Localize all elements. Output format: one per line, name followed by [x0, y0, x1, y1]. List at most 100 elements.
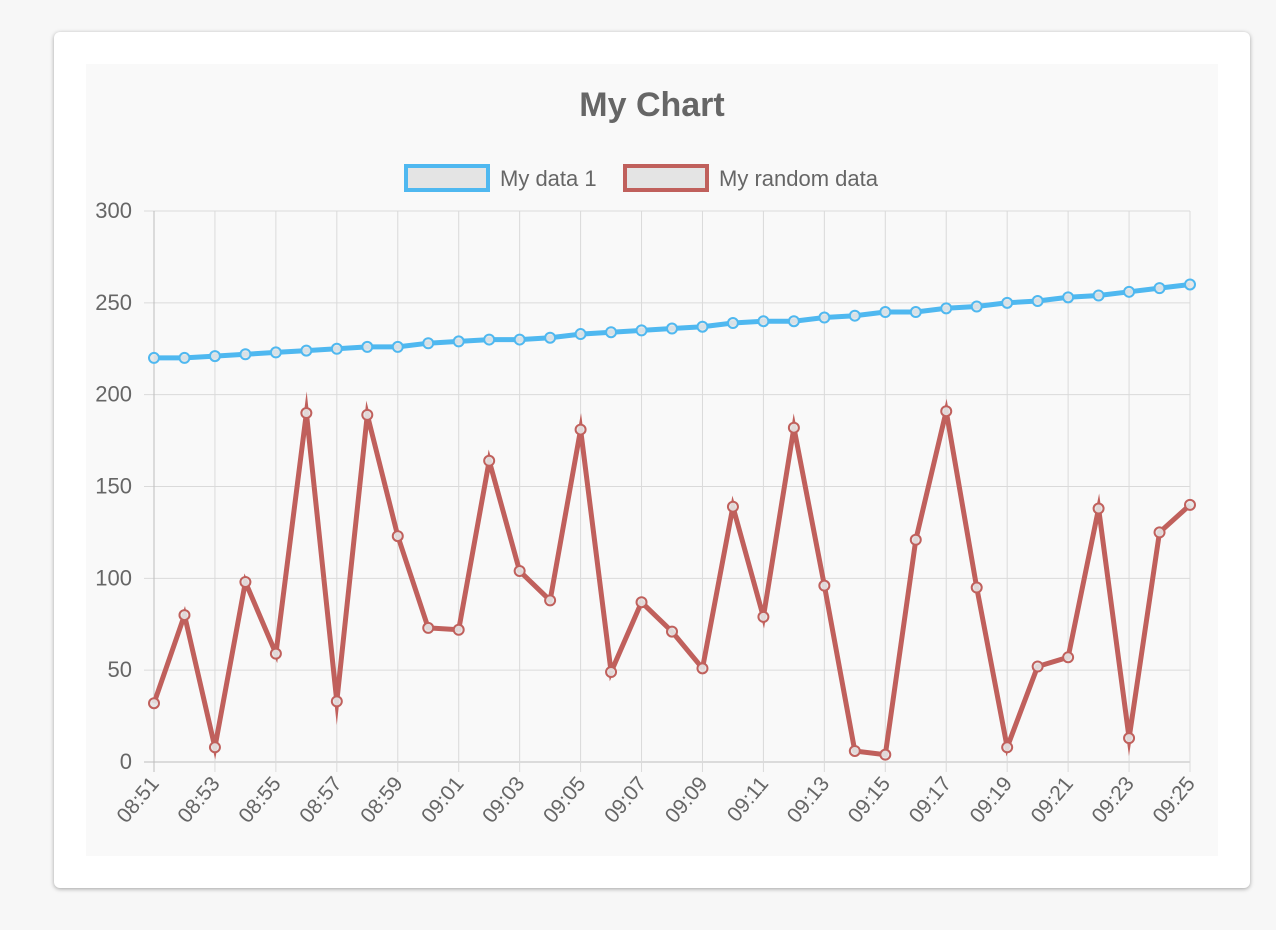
data-point[interactable] — [239, 348, 252, 361]
legend-swatch — [404, 164, 490, 192]
data-point[interactable] — [483, 454, 496, 467]
data-point[interactable] — [666, 322, 678, 335]
data-point[interactable] — [879, 748, 892, 761]
data-point[interactable] — [970, 581, 983, 594]
data-point[interactable] — [848, 744, 861, 757]
data-point[interactable] — [148, 351, 160, 364]
x-tick-label: 09:25 — [1148, 772, 1199, 827]
data-point[interactable] — [1031, 660, 1044, 673]
data-point[interactable] — [787, 421, 800, 434]
data-point[interactable] — [940, 405, 953, 418]
data-point[interactable] — [1092, 502, 1105, 515]
data-point[interactable] — [422, 337, 435, 350]
data-point[interactable] — [513, 333, 526, 346]
data-point[interactable] — [726, 500, 739, 513]
data-point[interactable] — [208, 350, 221, 363]
data-point[interactable] — [391, 340, 404, 353]
data-point[interactable] — [1092, 289, 1105, 302]
x-tick-label: 09:03 — [478, 772, 529, 827]
data-point[interactable] — [726, 317, 739, 330]
y-axis: 0 50 100 150 200 250 300 — [95, 198, 132, 774]
data-point[interactable] — [483, 333, 496, 346]
data-point[interactable] — [269, 647, 282, 660]
y-tick-label: 50 — [108, 657, 132, 682]
series — [148, 278, 1196, 364]
y-tick-label: 100 — [95, 565, 132, 590]
x-tick-label: 09:07 — [600, 772, 651, 827]
data-point[interactable] — [148, 697, 160, 710]
data-point[interactable] — [757, 610, 770, 623]
data-point[interactable] — [391, 530, 404, 543]
x-tick-label: 09:19 — [966, 772, 1017, 827]
data-point[interactable] — [178, 609, 191, 622]
x-tick-label: 08:53 — [173, 772, 224, 827]
data-point[interactable] — [330, 695, 343, 708]
data-point[interactable] — [909, 306, 922, 319]
data-point[interactable] — [574, 328, 587, 341]
data-point[interactable] — [269, 346, 282, 359]
data-point[interactable] — [544, 594, 557, 607]
y-tick-label: 0 — [120, 749, 132, 774]
data-point[interactable] — [1123, 285, 1136, 298]
data-point[interactable] — [696, 320, 709, 333]
data-point[interactable] — [361, 340, 374, 353]
data-point[interactable] — [330, 342, 343, 355]
data-point[interactable] — [879, 306, 892, 319]
y-tick-label: 300 — [95, 198, 132, 223]
line-chart: My Chart My data 1 My random data 0 50 100 1… — [95, 86, 1200, 827]
data-point[interactable] — [513, 564, 526, 577]
data-point[interactable] — [970, 300, 983, 313]
data-point[interactable] — [239, 576, 252, 589]
data-point[interactable] — [452, 335, 465, 348]
data-point[interactable] — [1153, 282, 1166, 295]
data-point[interactable] — [635, 324, 648, 337]
chart-title: My Chart — [579, 86, 724, 124]
data-point[interactable] — [1153, 526, 1166, 539]
data-point[interactable] — [1062, 291, 1075, 304]
data-point[interactable] — [1062, 651, 1075, 664]
data-point[interactable] — [300, 344, 313, 357]
series — [148, 391, 1196, 761]
x-tick-label: 09:11 — [723, 772, 773, 826]
data-point[interactable] — [909, 533, 922, 546]
data-point[interactable] — [1184, 498, 1196, 511]
data-point[interactable] — [818, 311, 831, 324]
legend-item[interactable]: My random data — [623, 164, 879, 192]
x-tick-label: 08:57 — [295, 772, 346, 827]
legend-item[interactable]: My data 1 — [404, 164, 597, 192]
data-point[interactable] — [1184, 278, 1196, 291]
data-point[interactable] — [696, 662, 709, 675]
data-point[interactable] — [635, 596, 648, 609]
data-point[interactable] — [818, 579, 831, 592]
y-tick-label: 200 — [95, 382, 132, 407]
data-point[interactable] — [605, 666, 618, 679]
data-point[interactable] — [605, 326, 618, 339]
data-point[interactable] — [1001, 296, 1014, 309]
x-tick-label: 08:55 — [234, 772, 285, 827]
data-point[interactable] — [422, 621, 435, 634]
data-point[interactable] — [300, 407, 313, 420]
data-point[interactable] — [848, 309, 861, 322]
x-tick-label: 09:23 — [1087, 772, 1138, 827]
legend-label: My data 1 — [500, 166, 597, 191]
x-tick-label: 09:01 — [417, 772, 468, 827]
data-point[interactable] — [208, 741, 221, 754]
data-point[interactable] — [1031, 294, 1044, 307]
chart-grid — [144, 210, 1191, 772]
data-point[interactable] — [452, 623, 465, 636]
chart-legend: My data 1 My random data — [404, 164, 879, 192]
data-point[interactable] — [1123, 732, 1136, 745]
data-point[interactable] — [544, 331, 557, 344]
data-point[interactable] — [574, 423, 587, 436]
chart-card: My Chart My data 1 My random data 0 50 100 1… — [54, 32, 1250, 888]
data-point[interactable] — [666, 625, 678, 638]
series-layer — [148, 278, 1196, 761]
data-point[interactable] — [757, 315, 770, 328]
x-tick-label: 08:51 — [112, 772, 163, 827]
data-point[interactable] — [787, 315, 800, 328]
x-tick-label: 09:21 — [1027, 772, 1078, 827]
data-point[interactable] — [361, 408, 374, 421]
data-point[interactable] — [178, 351, 191, 364]
data-point[interactable] — [940, 302, 953, 315]
data-point[interactable] — [1001, 741, 1014, 754]
